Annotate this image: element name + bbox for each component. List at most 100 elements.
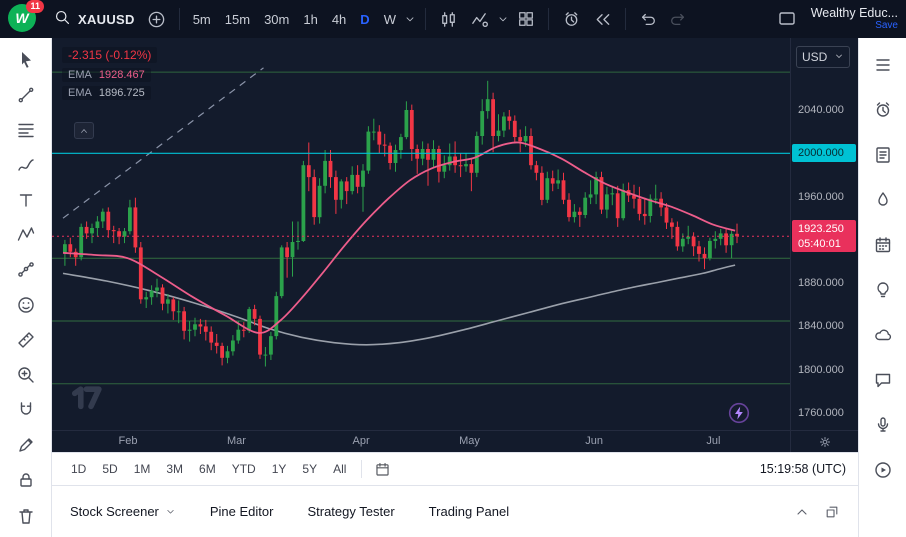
measure-ruler-tool-button[interactable]: [11, 327, 41, 354]
zoom-tool-button[interactable]: [11, 362, 41, 389]
fib-retracement-tool-button[interactable]: [11, 116, 41, 143]
price-axis-label: 1880.000: [798, 277, 844, 290]
undo-button[interactable]: [633, 6, 663, 32]
toolbar-divider: [547, 8, 549, 30]
chart-type-button[interactable]: [433, 6, 464, 33]
price-axis[interactable]: USD 2000.000 1923.250 05:40:01 2040.000 1…: [791, 38, 858, 430]
prediction-tool-button[interactable]: [11, 256, 41, 283]
range-3m[interactable]: 3M: [159, 458, 190, 480]
chart-legend: -2.315 (-0.12%) EMA 1928.467 EMA 1896.725: [62, 46, 158, 100]
chart-area[interactable]: -2.315 (-0.12%) EMA 1928.467 EMA 1896.725: [52, 38, 790, 430]
interval-w[interactable]: W: [378, 8, 402, 31]
tab-pine-editor[interactable]: Pine Editor: [209, 504, 274, 519]
interval-30m[interactable]: 30m: [258, 8, 295, 31]
time-axis-label: Jun: [585, 435, 604, 447]
time-axis[interactable]: Feb Mar Apr May Jun Jul: [52, 430, 790, 452]
ideas-lightbulb-icon[interactable]: [868, 275, 898, 305]
fullscreen-layout-icon[interactable]: [771, 5, 803, 33]
emoji-tool-button[interactable]: [11, 292, 41, 319]
interval-1h[interactable]: 1h: [297, 8, 323, 31]
tabs-group: Stock Screener Pine Editor Strategy Tester…: [70, 504, 509, 519]
level-price-label: 2000.000: [792, 144, 856, 163]
news-icon[interactable]: [868, 140, 898, 170]
interval-d[interactable]: D: [354, 8, 375, 31]
range-6m[interactable]: 6M: [192, 458, 223, 480]
chart-canvas[interactable]: [52, 38, 790, 430]
text-tool-button[interactable]: [11, 186, 41, 213]
chart-settings-gear-icon[interactable]: [818, 435, 832, 449]
lock-drawings-button[interactable]: [11, 467, 41, 494]
time-axis-label: Feb: [118, 435, 138, 447]
alerts-clock-icon[interactable]: [868, 95, 898, 125]
interval-menu-chevron[interactable]: [402, 9, 418, 29]
currency-dropdown[interactable]: USD: [796, 46, 850, 68]
price-axis-label: 2040.000: [798, 104, 844, 116]
compare-add-button[interactable]: [141, 6, 172, 33]
price-axis-label: 1840.000: [798, 320, 844, 333]
bar-replay-button[interactable]: [587, 6, 618, 33]
tab-stock-screener[interactable]: Stock Screener: [70, 504, 176, 519]
toolbar-divider: [624, 8, 626, 30]
indicator-row[interactable]: EMA 1896.725: [62, 86, 151, 100]
range-group: 1D 5D 1M 3M 6M YTD 1Y 5Y All: [64, 458, 353, 480]
tab-trading-panel[interactable]: Trading Panel: [428, 504, 510, 519]
currency-value: USD: [802, 50, 828, 64]
panel-restore-icon[interactable]: [824, 504, 840, 520]
magnet-tool-button[interactable]: [11, 397, 41, 424]
indicators-button[interactable]: [464, 6, 495, 33]
bar-countdown: 05:40:01: [798, 238, 841, 251]
calendar-icon[interactable]: [868, 230, 898, 260]
account-menu[interactable]: Wealthy Educ... Save: [811, 6, 898, 32]
range-all[interactable]: All: [326, 458, 353, 480]
search-icon: [54, 9, 71, 29]
streams-mic-icon[interactable]: [868, 410, 898, 440]
alert-button[interactable]: [556, 6, 587, 33]
drawing-toolbar: [0, 38, 52, 537]
range-1m[interactable]: 1M: [127, 458, 158, 480]
save-button[interactable]: Save: [875, 20, 898, 32]
interval-15m[interactable]: 15m: [219, 8, 256, 31]
interval-group: 5m 15m 30m 1h 4h D W: [187, 8, 402, 31]
top-toolbar: W 11 XAUUSD 5m 15m 30m 1h 4h D W Wealthy Educ.…: [0, 0, 906, 38]
cursor-tool-button[interactable]: [11, 46, 41, 73]
interval-5m[interactable]: 5m: [187, 8, 217, 31]
videos-play-icon[interactable]: [868, 455, 898, 485]
notification-badge: 11: [26, 0, 44, 13]
range-5d[interactable]: 5D: [95, 458, 124, 480]
redo-button[interactable]: [663, 6, 693, 32]
goto-date-calendar-icon[interactable]: [370, 459, 395, 480]
symbol-search-button[interactable]: XAUUSD: [48, 5, 141, 33]
account-name: Wealthy Educ...: [810, 6, 898, 21]
conversation-bubble-icon[interactable]: [868, 365, 898, 395]
remove-drawings-button[interactable]: [11, 502, 41, 529]
tab-strategy-tester[interactable]: Strategy Tester: [307, 504, 395, 519]
range-ytd[interactable]: YTD: [225, 458, 263, 480]
range-1y[interactable]: 1Y: [265, 458, 294, 480]
pattern-tool-button[interactable]: [11, 221, 41, 248]
hotlists-flame-icon[interactable]: [868, 185, 898, 215]
indicator-legend: EMA 1928.467 EMA 1896.725: [62, 68, 157, 100]
time-axis-label: Jul: [706, 435, 721, 447]
legend-collapse-button[interactable]: [74, 122, 94, 139]
chevron-down-icon: [834, 50, 844, 64]
range-5y[interactable]: 5Y: [295, 458, 324, 480]
last-price-value: 1923.250: [798, 223, 844, 236]
axis-corner: [791, 430, 858, 452]
app-logo[interactable]: W 11: [8, 0, 44, 34]
price-change-label: -2.315 (-0.12%): [62, 47, 158, 63]
lightning-button[interactable]: [728, 402, 750, 427]
interval-4h[interactable]: 4h: [326, 8, 352, 31]
trend-line-tool-button[interactable]: [11, 81, 41, 108]
chats-cloud-icon[interactable]: [868, 320, 898, 350]
indicator-row[interactable]: EMA 1928.467: [62, 68, 151, 82]
indicator-templates-chevron[interactable]: [495, 9, 511, 29]
brush-tool-button[interactable]: [11, 151, 41, 178]
edit-pencil-tool-button[interactable]: [11, 432, 41, 459]
last-price-label: 1923.250 05:40:01: [792, 220, 856, 253]
range-1d[interactable]: 1D: [64, 458, 93, 480]
panel-expand-chevron-icon[interactable]: [794, 504, 810, 520]
multichart-layout-button[interactable]: [511, 6, 541, 32]
clock-label[interactable]: 15:19:58 (UTC): [759, 462, 846, 476]
watchlist-icon[interactable]: [868, 50, 898, 80]
